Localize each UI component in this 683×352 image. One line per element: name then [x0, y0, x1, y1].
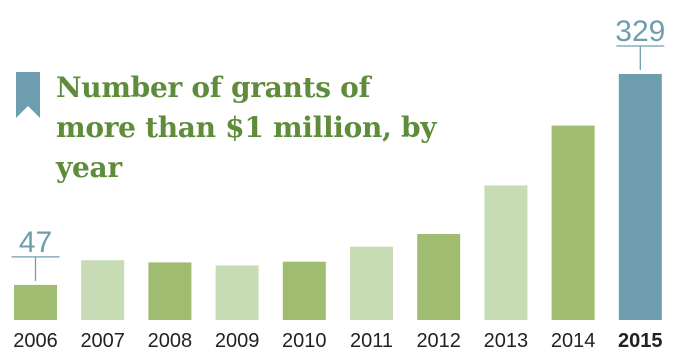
bar-2013: [484, 185, 528, 320]
x-tick-labels-group: 2006 2007 2008 2009 2010 2011 2012 2013 2014 2015: [13, 330, 662, 352]
x-tick-label-2008: 2008: [148, 330, 193, 352]
data-label-2015: 329: [615, 15, 665, 48]
bar-2007: [81, 260, 125, 320]
x-tick-label-2015: 2015: [618, 330, 663, 352]
bar-2006: [14, 284, 57, 320]
bar-2014: [551, 125, 595, 320]
bar-2012: [417, 234, 461, 320]
x-tick-label-2014: 2014: [551, 330, 596, 352]
data-label-2006: 47: [19, 226, 52, 259]
x-tick-label-2013: 2013: [484, 330, 529, 352]
bar-2008: [148, 262, 192, 320]
x-tick-label-2006: 2006: [13, 330, 58, 352]
x-tick-label-2007: 2007: [80, 330, 125, 352]
bar-2009: [215, 265, 259, 320]
chart-title: Number of grants of more than $1 million…: [56, 71, 437, 184]
bars-group: [14, 74, 662, 320]
data-labels-group: 47 329: [11, 15, 665, 281]
bar-2011: [350, 246, 393, 320]
x-tick-label-2012: 2012: [416, 330, 461, 352]
bar-2015: [618, 74, 662, 320]
bar-2010: [282, 261, 326, 320]
x-tick-label-2010: 2010: [282, 330, 327, 352]
x-tick-label-2009: 2009: [215, 330, 260, 352]
x-tick-label-2011: 2011: [350, 330, 393, 352]
